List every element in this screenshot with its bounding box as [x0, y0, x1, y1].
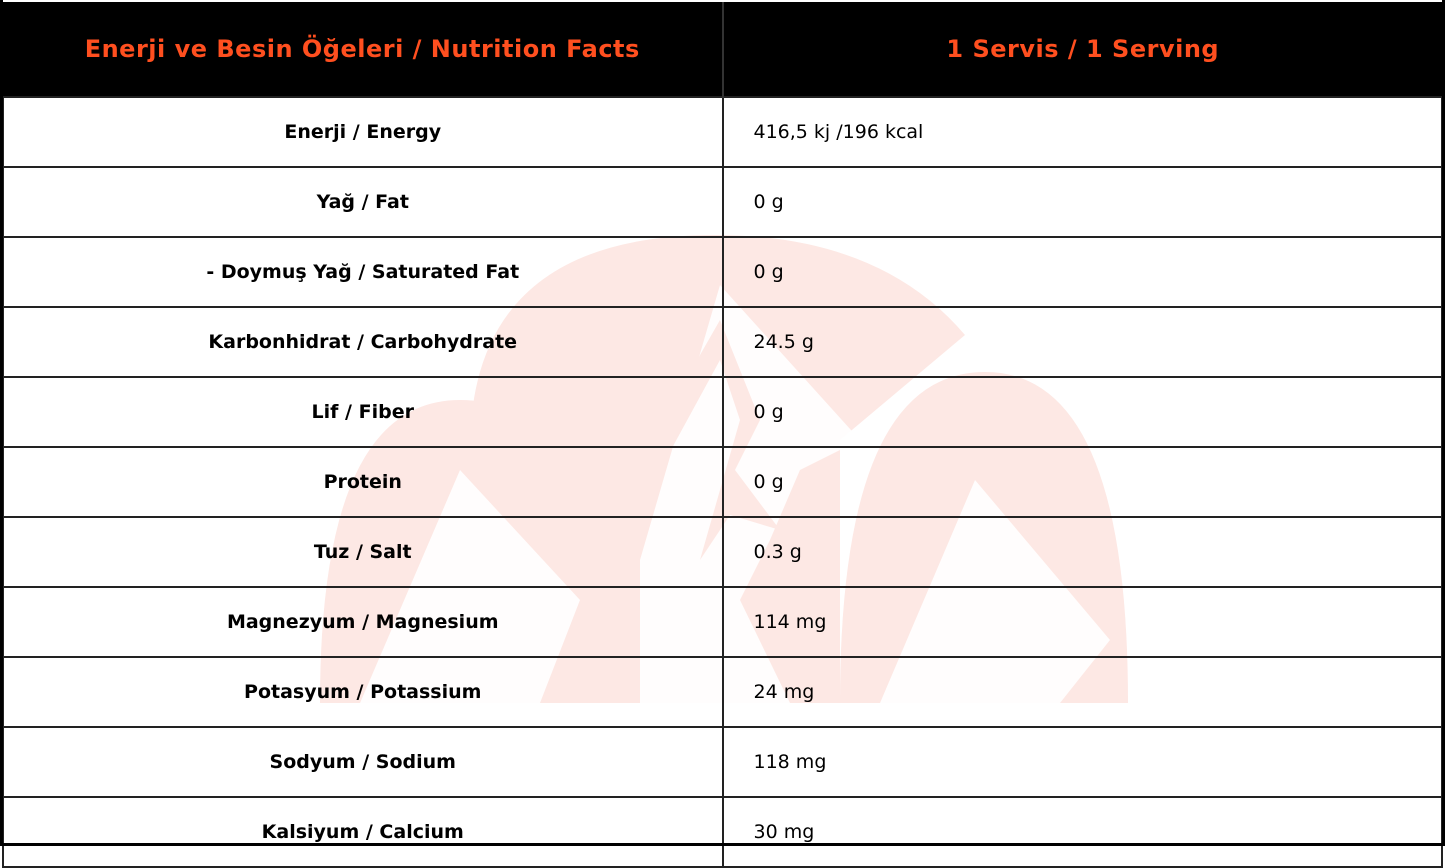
nutrient-value: 24 mg: [721, 656, 1443, 728]
nutrient-label: Karbonhidrat / Carbohydrate: [2, 306, 724, 378]
table-row: Enerji / Energy 416,5 kj /196 kcal: [2, 96, 1443, 168]
nutrient-label: Sodyum / Sodium: [2, 726, 724, 798]
table-row: Sodyum / Sodium 118 mg: [2, 726, 1443, 798]
table-row: Tuz / Salt 0.3 g: [2, 516, 1443, 588]
nutrient-label: Potasyum / Potassium: [2, 656, 724, 728]
nutrient-label: Magnezyum / Magnesium: [2, 586, 724, 658]
nutrient-value: 30 mg: [721, 796, 1443, 868]
nutrient-value: 416,5 kj /196 kcal: [721, 96, 1443, 168]
header-nutrients: Enerji ve Besin Öğeleri / Nutrition Fact…: [3, 2, 724, 97]
table-row: Magnezyum / Magnesium 114 mg: [2, 586, 1443, 658]
nutrient-label: Enerji / Energy: [2, 96, 724, 168]
nutrient-label: Kalsiyum / Calcium: [2, 796, 724, 868]
nutrient-label: - Doymuş Yağ / Saturated Fat: [2, 236, 724, 308]
table-row: Yağ / Fat 0 g: [2, 166, 1443, 238]
table-header-row: Enerji ve Besin Öğeleri / Nutrition Fact…: [3, 2, 1442, 97]
nutrient-label: Lif / Fiber: [2, 376, 724, 448]
nutrient-value: 114 mg: [721, 586, 1443, 658]
nutrient-value: 24.5 g: [721, 306, 1443, 378]
nutrient-value: 0 g: [721, 236, 1443, 308]
nutrient-label: Protein: [2, 446, 724, 518]
nutrient-value: 118 mg: [721, 726, 1443, 798]
table-row: Potasyum / Potassium 24 mg: [2, 656, 1443, 728]
nutrient-label: Tuz / Salt: [2, 516, 724, 588]
nutrient-value: 0 g: [721, 166, 1443, 238]
nutrient-value: 0 g: [721, 446, 1443, 518]
table-row: Karbonhidrat / Carbohydrate 24.5 g: [2, 306, 1443, 378]
table-row: Protein 0 g: [2, 446, 1443, 518]
table-row: Kalsiyum / Calcium 30 mg: [2, 796, 1443, 868]
nutrient-value: 0.3 g: [721, 516, 1443, 588]
table-row: Lif / Fiber 0 g: [2, 376, 1443, 448]
nutrient-label: Yağ / Fat: [2, 166, 724, 238]
nutrient-value: 0 g: [721, 376, 1443, 448]
header-serving: 1 Servis / 1 Serving: [722, 2, 1442, 97]
table-row: - Doymuş Yağ / Saturated Fat 0 g: [2, 236, 1443, 308]
